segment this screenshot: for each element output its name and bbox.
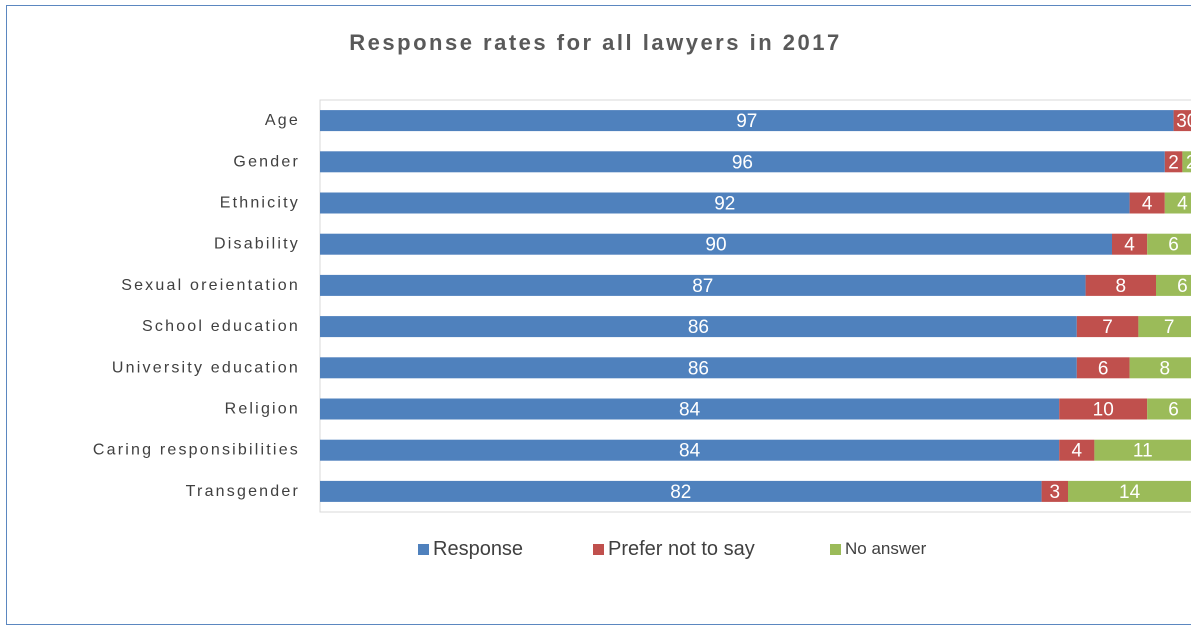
data-label-response-caring-responsibilities: 84 [679, 441, 701, 462]
data-label-response-sexual-oreientation: 87 [692, 276, 713, 297]
category-label-caring-responsibilities: Caring responsibilities [93, 442, 300, 459]
bar-response-disability [320, 233, 1112, 255]
legend-swatch-prefer-not-to-say [593, 543, 604, 555]
category-label-sexual-oreientation: Sexual oreientation [121, 277, 300, 294]
category-label-ethnicity: Ethnicity [220, 195, 300, 212]
data-label-response-religion: 84 [679, 400, 701, 421]
category-label-school-education: School education [142, 318, 300, 335]
legend-label-prefer-not-to-say: Prefer not to say [608, 537, 755, 560]
data-label-response-university-education: 86 [688, 358, 709, 379]
data-label-prefer-not-to-say-religion: 10 [1093, 400, 1114, 421]
data-label-prefer-not-to-say-sexual-oreientation: 8 [1116, 276, 1127, 297]
bar-response-gender [320, 151, 1165, 173]
plot-area [319, 99, 1191, 513]
legend: Response Prefer not to say No answer [0, 537, 1191, 561]
bar-prefer-not-to-say-gender [1164, 151, 1183, 173]
bar-prefer-not-to-say-ethnicity [1129, 192, 1165, 214]
bar-prefer-not-to-say-university-education [1076, 357, 1130, 379]
data-label-prefer-not-to-say-gender: 2 [1168, 152, 1179, 173]
data-label-no-answer-disability: 6 [1168, 235, 1179, 256]
data-label-prefer-not-to-say-age: 30 [1176, 111, 1191, 132]
category-label-disability: Disability [214, 236, 300, 253]
category-labels-group: Age Gender Ethnicity Disability Sexual oreie… [93, 112, 300, 500]
bar-prefer-not-to-say-transgender [1041, 480, 1068, 502]
data-label-response-age: 97 [736, 111, 757, 132]
bar-response-religion [320, 398, 1060, 420]
legend-item-prefer-not-to-say: Prefer not to say [593, 537, 755, 561]
data-label-no-answer-caring-responsibilities: 11 [1133, 441, 1153, 462]
bar-no-answer-caring-responsibilities [1094, 439, 1191, 461]
bar-no-answer-disability [1147, 233, 1191, 255]
data-label-prefer-not-to-say-university-education: 6 [1098, 358, 1109, 379]
bar-response-age [320, 110, 1174, 132]
bar-prefer-not-to-say-disability [1112, 233, 1148, 255]
data-label-response-transgender: 82 [670, 482, 691, 503]
category-label-gender: Gender [233, 153, 300, 170]
data-label-no-answer-gender: 2 [1186, 152, 1191, 173]
legend-label-no-answer: No answer [845, 539, 927, 558]
stacked-bar-chart: 9730962292449046878686778668841068441182… [93, 99, 1191, 513]
legend-swatch-no-answer [830, 543, 841, 555]
bars-group: 9730962292449046878686778668841068441182… [320, 110, 1191, 503]
bar-no-answer-sexual-oreientation [1156, 274, 1191, 296]
bar-prefer-not-to-say-age [1173, 110, 1191, 132]
legend-item-no-answer: No answer [830, 537, 926, 561]
legend-swatch-response [418, 543, 429, 555]
bar-prefer-not-to-say-sexual-oreientation [1085, 274, 1156, 296]
data-label-no-answer-ethnicity: 4 [1177, 194, 1188, 215]
bar-no-answer-transgender [1068, 480, 1191, 502]
data-label-no-answer-transgender: 14 [1119, 482, 1141, 503]
category-label-transgender: Transgender [186, 483, 300, 500]
legend-label-response: Response [433, 537, 524, 560]
category-label-university-education: University education [112, 359, 300, 376]
data-label-response-ethnicity: 92 [714, 194, 735, 215]
bar-response-university-education [320, 357, 1077, 379]
category-label-religion: Religion [225, 401, 300, 418]
data-label-no-answer-university-education: 8 [1160, 358, 1171, 379]
data-label-response-disability: 90 [705, 235, 726, 256]
legend-item-response: Response [418, 537, 523, 561]
bar-no-answer-university-education [1129, 357, 1191, 379]
bar-no-answer-gender [1182, 151, 1191, 173]
bar-no-answer-ethnicity [1164, 192, 1191, 214]
data-label-prefer-not-to-say-disability: 4 [1124, 235, 1135, 256]
bar-response-sexual-oreientation [320, 274, 1086, 296]
data-label-prefer-not-to-say-caring-responsibilities: 4 [1072, 441, 1083, 462]
bar-response-ethnicity [320, 192, 1130, 214]
bar-response-school-education [320, 316, 1077, 338]
bar-response-caring-responsibilities [320, 439, 1060, 461]
bar-prefer-not-to-say-religion [1059, 398, 1148, 420]
data-label-prefer-not-to-say-ethnicity: 4 [1142, 194, 1153, 215]
chart-frame [6, 5, 1191, 625]
bar-no-answer-religion [1147, 398, 1191, 420]
data-label-prefer-not-to-say-school-education: 7 [1102, 317, 1113, 338]
data-label-response-school-education: 86 [688, 317, 709, 338]
bar-response-transgender [320, 480, 1042, 502]
category-label-age: Age [265, 112, 300, 129]
data-label-no-answer-religion: 6 [1168, 400, 1179, 421]
bar-prefer-not-to-say-school-education [1076, 316, 1139, 338]
data-label-no-answer-school-education: 7 [1164, 317, 1175, 338]
data-label-no-answer-sexual-oreientation: 6 [1177, 276, 1188, 297]
data-label-prefer-not-to-say-transgender: 3 [1050, 482, 1061, 503]
bar-prefer-not-to-say-caring-responsibilities [1059, 439, 1095, 461]
data-label-response-gender: 96 [732, 152, 753, 173]
chart-title: Response rates for all lawyers in 2017 [349, 30, 842, 55]
bar-no-answer-school-education [1138, 316, 1191, 338]
